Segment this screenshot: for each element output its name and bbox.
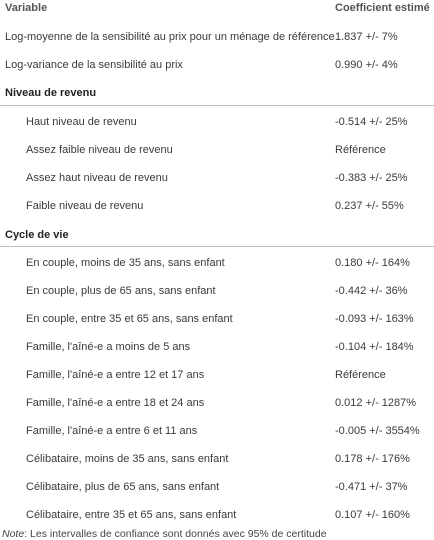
table-row: Assez haut niveau de revenu -0.383 +/- 2… [0,171,434,185]
table-row: Célibataire, entre 35 et 65 ans, sans en… [0,508,434,522]
row-label: Célibataire, moins de 35 ans, sans enfan… [26,453,229,465]
row-value: 0.107 +/- 160% [335,509,410,521]
row-value: -0.442 +/- 36% [335,285,408,297]
row-value: Référence [335,144,386,156]
row-value: 0.178 +/- 176% [335,453,410,465]
section-title-lifecycle: Cycle de vie [0,228,434,242]
table-row: Faible niveau de revenu 0.237 +/- 55% [0,199,434,213]
row-label: Famille, l'aîné-e a entre 12 et 17 ans [26,369,205,381]
table-row: Famille, l'aîné-e a moins de 5 ans -0.10… [0,340,434,354]
table-row: En couple, plus de 65 ans, sans enfant -… [0,284,434,298]
row-value: 0.180 +/- 164% [335,257,410,269]
table-row: Log-variance de la sensibilité au prix 0… [0,58,434,72]
section-title-income: Niveau de revenu [0,86,434,100]
row-label: Famille, l'aîné-e a entre 18 et 24 ans [26,397,205,409]
section-divider [0,105,434,106]
table-row: Haut niveau de revenu -0.514 +/- 25% [0,115,434,129]
row-value: -0.383 +/- 25% [335,172,408,184]
row-label: Log-variance de la sensibilité au prix [5,59,183,71]
row-label: Célibataire, plus de 65 ans, sans enfant [26,481,220,493]
table-row: Log-moyenne de la sensibilité au prix po… [0,30,434,44]
table-footnote: Note: Les intervalles de confiance sont … [2,528,327,540]
row-label: Famille, l'aîné-e a entre 6 et 11 ans [26,425,198,437]
row-label: Célibataire, entre 35 et 65 ans, sans en… [26,509,237,521]
row-value: 0.237 +/- 55% [335,200,404,212]
table-row: Célibataire, plus de 65 ans, sans enfant… [0,480,434,494]
row-value: -0.471 +/- 37% [335,481,408,493]
row-value: -0.005 +/- 3554% [335,425,420,437]
row-value: 1.837 +/- 7% [335,31,398,43]
table-row: Assez faible niveau de revenu Référence [0,143,434,157]
row-value: -0.514 +/- 25% [335,116,408,128]
section-divider [0,246,434,247]
row-label: Famille, l'aîné-e a moins de 5 ans [26,341,191,353]
table-row: Famille, l'aîné-e a entre 18 et 24 ans 0… [0,396,434,410]
column-header-coefficient: Coefficient estimé [335,2,430,14]
table-row: Célibataire, moins de 35 ans, sans enfan… [0,452,434,466]
row-label: Assez faible niveau de revenu [26,144,173,156]
row-label: Assez haut niveau de revenu [26,172,168,184]
row-label: Log-moyenne de la sensibilité au prix po… [5,31,335,43]
row-value: 0.990 +/- 4% [335,59,398,71]
note-label: Note [2,528,25,540]
row-value: Référence [335,369,386,381]
table-row: Famille, l'aîné-e a entre 12 et 17 ans R… [0,368,434,382]
row-value: -0.104 +/- 184% [335,341,414,353]
table-row: En couple, moins de 35 ans, sans enfant … [0,256,434,270]
row-value: -0.093 +/- 163% [335,313,414,325]
row-label: Faible niveau de revenu [26,200,144,212]
row-value: 0.012 +/- 1287% [335,397,417,409]
table-header: Variable Coefficient estimé [0,1,434,15]
table-row: Famille, l'aîné-e a entre 6 et 11 ans -0… [0,424,434,438]
table-row: En couple, entre 35 et 65 ans, sans enfa… [0,312,434,326]
row-label: En couple, plus de 65 ans, sans enfant [26,285,216,297]
row-label: En couple, moins de 35 ans, sans enfant [26,257,225,269]
column-header-variable: Variable [5,2,48,14]
section-title: Cycle de vie [5,229,69,241]
row-label: Haut niveau de revenu [26,116,137,128]
section-title: Niveau de revenu [5,87,97,99]
row-label: En couple, entre 35 et 65 ans, sans enfa… [26,313,233,325]
note-text: : Les intervalles de confiance sont donn… [24,528,327,540]
